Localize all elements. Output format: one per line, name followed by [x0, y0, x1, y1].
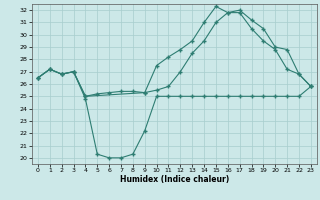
- X-axis label: Humidex (Indice chaleur): Humidex (Indice chaleur): [120, 175, 229, 184]
